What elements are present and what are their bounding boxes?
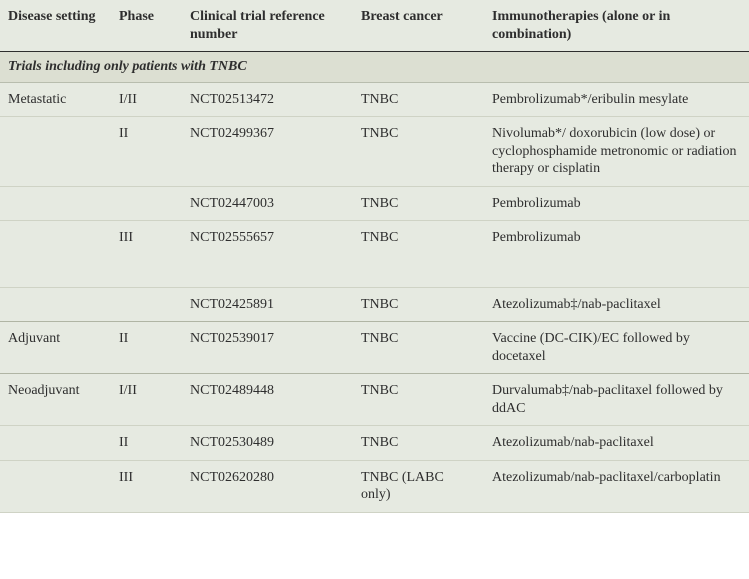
section-title: Trials including only patients with TNBC (0, 52, 749, 83)
cell-ref: NCT02513472 (182, 82, 353, 117)
cell-disease (0, 117, 111, 187)
cell-phase (111, 287, 182, 322)
table-row: AdjuvantIINCT02539017TNBCVaccine (DC-CIK… (0, 322, 749, 374)
cell-immuno: Atezolizumab‡/nab-paclitaxel (484, 287, 749, 322)
cell-cancer: TNBC (353, 186, 484, 221)
cell-ref: NCT02539017 (182, 322, 353, 374)
table-row: NCT02425891TNBCAtezolizumab‡/nab-paclita… (0, 287, 749, 322)
cell-cancer: TNBC (353, 287, 484, 322)
cell-cancer: TNBC (353, 374, 484, 426)
cell-disease (0, 186, 111, 221)
cell-immuno: Vaccine (DC-CIK)/EC followed by docetaxe… (484, 322, 749, 374)
table-row: IIINCT02555657TNBCPembrolizumab (0, 221, 749, 288)
cell-immuno: Durvalumab‡/nab-paclitaxel followed by d… (484, 374, 749, 426)
cell-ref: NCT02489448 (182, 374, 353, 426)
cell-phase (111, 186, 182, 221)
table-row: NCT02447003TNBCPembrolizumab (0, 186, 749, 221)
header-cancer: Breast cancer (353, 0, 484, 52)
cell-ref: NCT02530489 (182, 426, 353, 461)
cell-ref: NCT02555657 (182, 221, 353, 288)
cell-phase: II (111, 426, 182, 461)
cell-disease (0, 426, 111, 461)
header-phase: Phase (111, 0, 182, 52)
cell-cancer: TNBC (353, 426, 484, 461)
cell-phase: II (111, 322, 182, 374)
cell-immuno: Atezolizumab/nab-paclitaxel/carboplatin (484, 460, 749, 512)
table-row: IINCT02530489TNBCAtezolizumab/nab-paclit… (0, 426, 749, 461)
table-row: IINCT02499367TNBCNivolumab*/ doxorubicin… (0, 117, 749, 187)
cell-cancer: TNBC (353, 82, 484, 117)
cell-immuno: Pembrolizumab (484, 186, 749, 221)
section-row: Trials including only patients with TNBC (0, 52, 749, 83)
cell-immuno: Atezolizumab/nab-paclitaxel (484, 426, 749, 461)
cell-phase: I/II (111, 82, 182, 117)
header-immuno: Immunotherapies (alone or in combination… (484, 0, 749, 52)
cell-disease (0, 460, 111, 512)
table-row: MetastaticI/IINCT02513472TNBCPembrolizum… (0, 82, 749, 117)
clinical-trials-table: Disease setting Phase Clinical trial ref… (0, 0, 749, 513)
cell-phase: III (111, 460, 182, 512)
table-row: IIINCT02620280TNBC (LABC only)Atezolizum… (0, 460, 749, 512)
cell-phase: III (111, 221, 182, 288)
header-ref: Clinical trial reference number (182, 0, 353, 52)
cell-ref: NCT02499367 (182, 117, 353, 187)
cell-immuno: Pembrolizumab*/eribulin mesylate (484, 82, 749, 117)
cell-phase: II (111, 117, 182, 187)
table-row: NeoadjuvantI/IINCT02489448TNBCDurvalumab… (0, 374, 749, 426)
cell-disease: Adjuvant (0, 322, 111, 374)
cell-ref: NCT02447003 (182, 186, 353, 221)
cell-cancer: TNBC (353, 117, 484, 187)
cell-cancer: TNBC (353, 221, 484, 288)
header-disease: Disease setting (0, 0, 111, 52)
cell-immuno: Pembrolizumab (484, 221, 749, 288)
cell-disease: Metastatic (0, 82, 111, 117)
cell-disease (0, 287, 111, 322)
cell-disease: Neoadjuvant (0, 374, 111, 426)
cell-immuno: Nivolumab*/ doxorubicin (low dose) or cy… (484, 117, 749, 187)
cell-ref: NCT02620280 (182, 460, 353, 512)
table-header-row: Disease setting Phase Clinical trial ref… (0, 0, 749, 52)
cell-cancer: TNBC (353, 322, 484, 374)
cell-phase: I/II (111, 374, 182, 426)
table-body: Trials including only patients with TNBC… (0, 52, 749, 513)
cell-disease (0, 221, 111, 288)
cell-cancer: TNBC (LABC only) (353, 460, 484, 512)
cell-ref: NCT02425891 (182, 287, 353, 322)
